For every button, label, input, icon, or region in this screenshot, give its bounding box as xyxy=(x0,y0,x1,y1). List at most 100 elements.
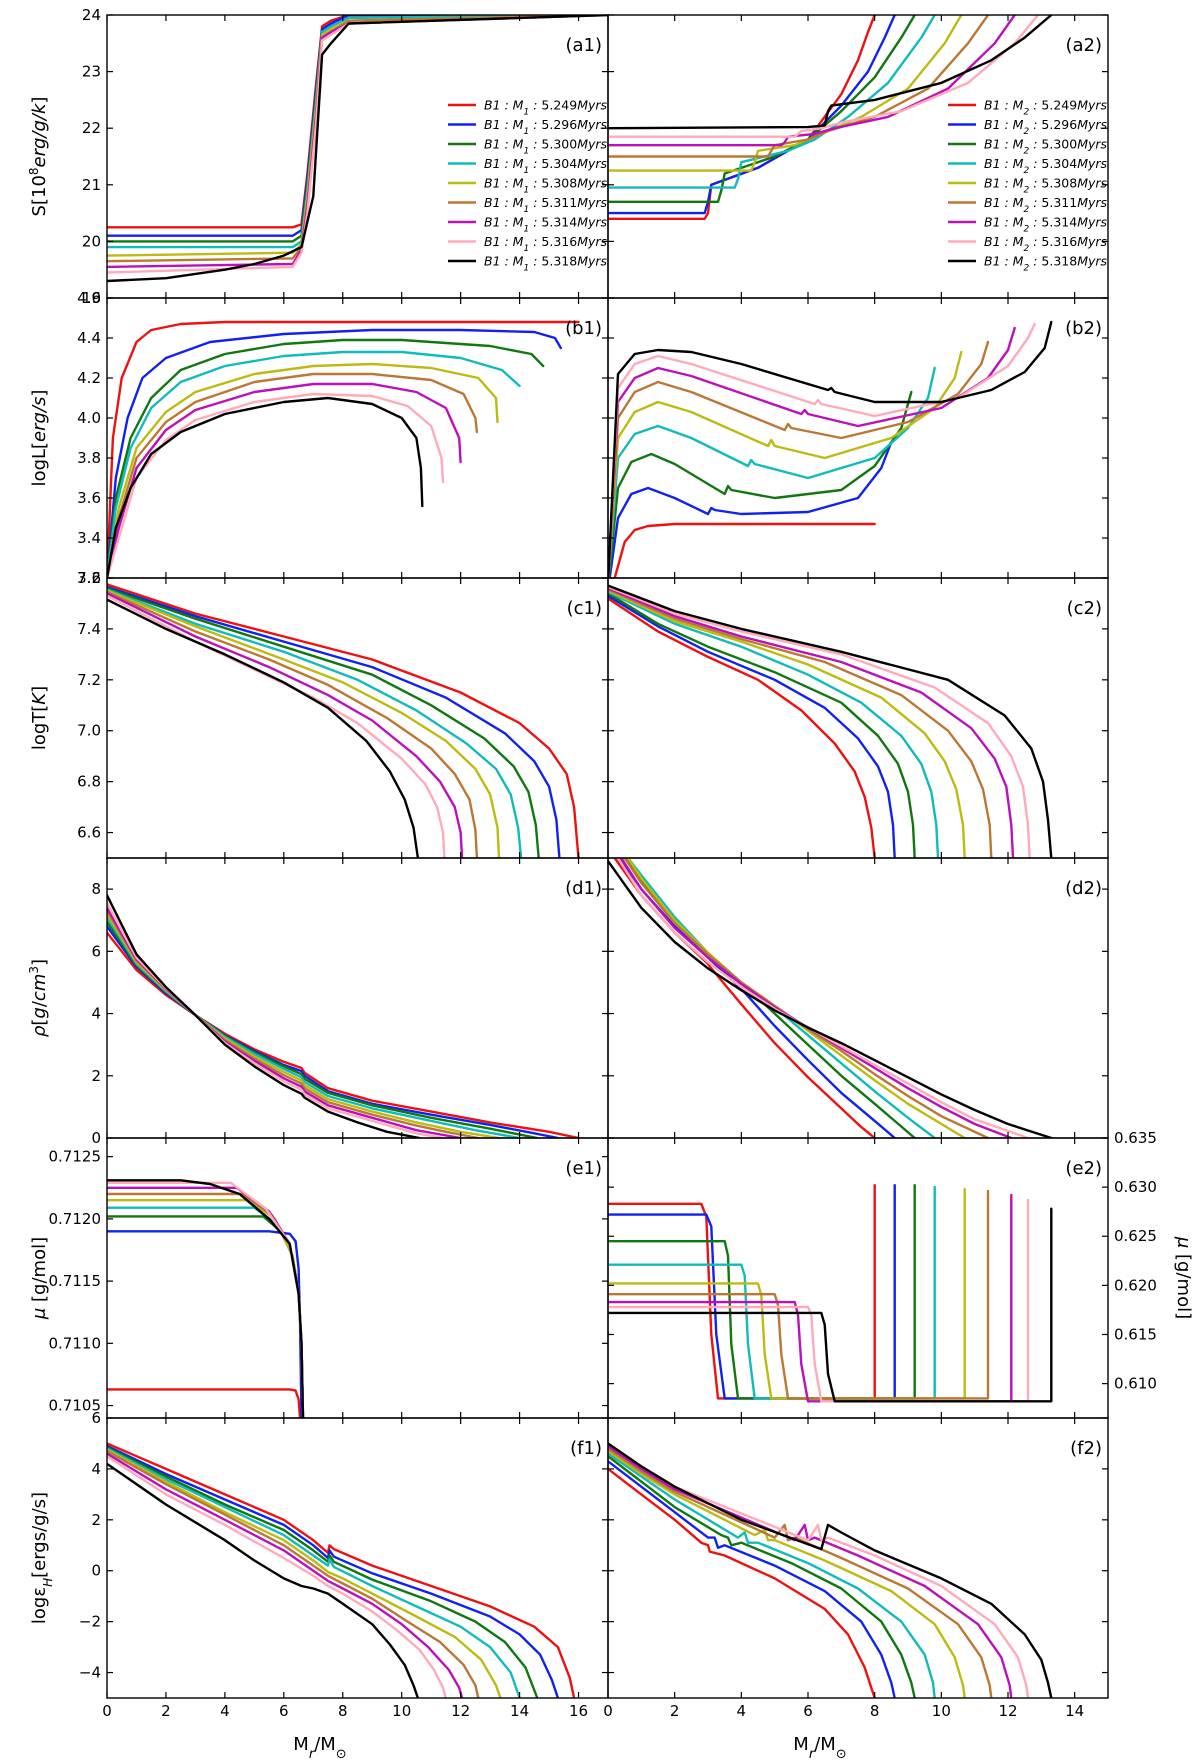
series-line-d1-5.316 xyxy=(107,901,445,1138)
y-tick-label-f1: 4 xyxy=(91,1460,101,1478)
series-line-a2-5.300 xyxy=(608,15,916,204)
series-line-c1-5.296 xyxy=(107,585,561,858)
series-line-d1-5.314 xyxy=(107,906,462,1138)
x-tick-label-f2: 12 xyxy=(998,1702,1017,1720)
panel-tag-d1: (d1) xyxy=(565,878,602,899)
series-line-a2-5.311 xyxy=(608,15,990,158)
series-line-f1-5.249 xyxy=(107,1442,576,1698)
legend-label: B1 : M1 : 5.316Myrs xyxy=(484,234,608,254)
legend-label: B1 : M1 : 5.300Myrs xyxy=(484,137,608,157)
series-line-f1-5.316 xyxy=(107,1454,448,1698)
series-line-e1-5.318 xyxy=(107,1179,305,1418)
y-tick-label-d1: 2 xyxy=(91,1067,101,1085)
series-group-d1 xyxy=(107,894,580,1138)
panel-a1: 19 20 21 22 23 24 (a1) S[108erg/g/k] B1 : M1 : 5… xyxy=(27,6,609,307)
series-line-f2-5.308 xyxy=(608,1449,966,1698)
series-line-b2-5.308 xyxy=(608,350,963,578)
x-tick-label-f1: 2 xyxy=(161,1702,171,1720)
panel-d2: (d2) xyxy=(607,857,1109,1139)
y-tick-label-e1: 0.7125 xyxy=(49,1148,102,1166)
y-tick-label-a1: 19 xyxy=(82,289,101,307)
y-axis-title-e1: μ [g/mol] xyxy=(29,1237,50,1320)
panel-e2: 0.610 0.615 0.620 0.625 0.630 0.635 (e2) μ [g/m… xyxy=(607,1129,1194,1419)
series-line-b2-5.316 xyxy=(608,322,1036,578)
y-tick-label-d1: 6 xyxy=(91,942,101,960)
series-line-c1-5.311 xyxy=(107,590,479,858)
panel-tag-c2: (c2) xyxy=(1067,598,1102,619)
y-tick-label-b1: 4.6 xyxy=(77,289,101,307)
y-tick-label-f1: −2 xyxy=(79,1613,101,1631)
y-tick-label-c1: 7.2 xyxy=(77,671,101,689)
series-line-b1-5.318 xyxy=(107,396,424,578)
series-line-d2-5.311 xyxy=(623,858,990,1138)
series-group-e1 xyxy=(107,1179,305,1418)
series-line-c2-5.308 xyxy=(608,589,966,858)
series-line-d2-5.249 xyxy=(613,858,876,1138)
series-line-a1-5.318 xyxy=(107,15,608,283)
y-tick-label-c1: 6.8 xyxy=(77,773,101,791)
series-line-a2-5.318 xyxy=(608,15,1053,130)
series-line-d2-5.308 xyxy=(626,858,966,1138)
y-tick-label-a1: 23 xyxy=(82,63,101,81)
legend-label: B1 : M2 : 5.308Myrs xyxy=(984,176,1108,196)
y-tick-label-f1: 2 xyxy=(91,1511,101,1529)
panel-tag-f2: (f2) xyxy=(1070,1438,1102,1459)
legend-label: B1 : M2 : 5.316Myrs xyxy=(984,234,1108,254)
series-line-d1-5.318 xyxy=(107,894,421,1138)
legend-label: B1 : M2 : 5.311Myrs xyxy=(984,195,1108,215)
y-tick-label-c1: 7.0 xyxy=(77,722,101,740)
y-tick-label-c1: 6.6 xyxy=(77,824,101,842)
series-line-c1-5.249 xyxy=(107,583,580,858)
x-tick-label-f2: 10 xyxy=(932,1702,951,1720)
panel-b1: 3.2 3.4 3.6 3.8 4.0 4.2 4.4 4.6 (b1) logL[erg/s] xyxy=(29,289,609,587)
x-axis-title-right: Mr/M⊙ xyxy=(793,1734,846,1762)
series-line-c1-5.314 xyxy=(107,592,464,858)
series-line-f1-5.308 xyxy=(107,1448,502,1698)
series-line-f2-5.304 xyxy=(608,1452,936,1698)
y-tick-label-c1: 7.4 xyxy=(77,620,101,638)
panel-frame-f2 xyxy=(607,1417,1109,1699)
y-tick-label-b1: 3.2 xyxy=(77,569,101,587)
panel-e1: 0.7105 0.7110 0.7115 0.7120 0.7125 (e1) μ [g/m… xyxy=(29,1137,609,1419)
series-group-f2 xyxy=(608,1442,1053,1698)
series-line-a1-5.316 xyxy=(107,15,608,274)
series-line-c1-5.300 xyxy=(107,587,540,858)
panel-frame-b2 xyxy=(607,297,1109,579)
panel-frame-e2 xyxy=(607,1137,1109,1419)
series-line-c1-5.304 xyxy=(107,588,523,858)
x-tick-label-f1: 10 xyxy=(392,1702,411,1720)
series-group-b1 xyxy=(107,320,580,578)
y-tick-label-b1: 3.6 xyxy=(77,489,101,507)
series-line-f1-5.304 xyxy=(107,1447,521,1698)
series-line-b1-5.249 xyxy=(107,320,580,578)
x-tick-label-f2: 0 xyxy=(603,1702,613,1720)
panel-b2: (b2) xyxy=(607,297,1109,579)
x-tick-label-f1: 12 xyxy=(451,1702,470,1720)
series-line-c2-5.318 xyxy=(608,584,1053,858)
panel-tag-f1: (f1) xyxy=(570,1438,602,1459)
series-line-d2-5.316 xyxy=(616,858,1030,1138)
y-tick-label-e2: 0.630 xyxy=(1114,1178,1157,1196)
series-line-b1-5.296 xyxy=(107,328,562,578)
legend-label: B1 : M2 : 5.296Myrs xyxy=(984,117,1108,137)
panel-tag-d2: (d2) xyxy=(1065,878,1102,899)
series-line-f2-5.249 xyxy=(608,1467,876,1698)
panel-tag-a1: (a1) xyxy=(565,35,602,56)
series-line-b2-5.249 xyxy=(613,522,876,578)
series-line-c1-5.318 xyxy=(107,598,420,858)
panel-d1: 0 2 4 6 8 (d1) ρ[g/cm3] xyxy=(27,857,609,1147)
y-tick-label-b1: 3.8 xyxy=(77,449,101,467)
series-line-f2-5.296 xyxy=(608,1460,896,1698)
series-line-c2-5.296 xyxy=(608,594,896,858)
series-line-e1-5.304 xyxy=(107,1206,305,1418)
y-axis-title-e2: μ [g/mol] xyxy=(1173,1236,1194,1319)
series-line-c2-5.316 xyxy=(608,585,1031,858)
series-line-c2-5.311 xyxy=(608,588,993,858)
legend-label: B1 : M1 : 5.296Myrs xyxy=(484,117,608,137)
series-line-b1-5.311 xyxy=(107,372,479,578)
series-line-e1-5.249 xyxy=(107,1388,302,1418)
